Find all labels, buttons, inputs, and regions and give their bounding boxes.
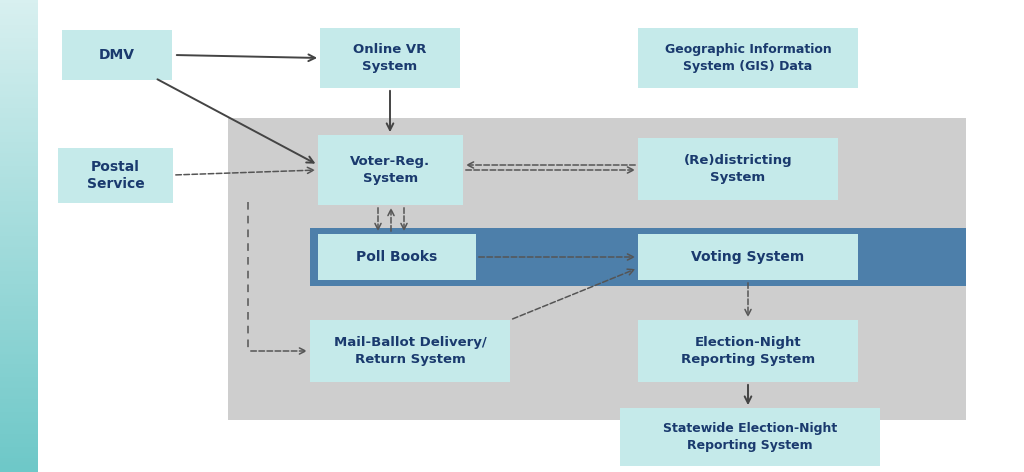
Bar	[318, 234, 476, 280]
Text: Postal
Service: Postal Service	[87, 160, 144, 192]
Bar	[620, 408, 880, 466]
Text: Statewide Election-Night
Reporting System: Statewide Election-Night Reporting Syste…	[663, 422, 838, 452]
Text: Online VR
System: Online VR System	[353, 43, 427, 73]
Text: Election-Night
Reporting System: Election-Night Reporting System	[681, 336, 815, 366]
Text: Voting System: Voting System	[691, 250, 805, 264]
Bar	[310, 320, 510, 382]
Bar	[638, 28, 858, 88]
Text: Voter-Reg.
System: Voter-Reg. System	[350, 155, 430, 185]
Text: Mail-Ballot Delivery/
Return System: Mail-Ballot Delivery/ Return System	[334, 336, 486, 366]
Bar	[638, 320, 858, 382]
Bar	[58, 148, 173, 203]
Text: Poll Books: Poll Books	[356, 250, 437, 264]
Text: DMV: DMV	[99, 48, 135, 62]
Bar	[638, 138, 838, 200]
Bar	[318, 135, 463, 205]
Bar	[62, 30, 172, 80]
Text: (Re)districting
System: (Re)districting System	[684, 154, 793, 184]
Bar	[319, 28, 460, 88]
Text: Geographic Information
System (GIS) Data: Geographic Information System (GIS) Data	[665, 43, 831, 73]
Bar	[228, 118, 966, 420]
Bar	[638, 234, 858, 280]
Bar	[310, 228, 966, 286]
